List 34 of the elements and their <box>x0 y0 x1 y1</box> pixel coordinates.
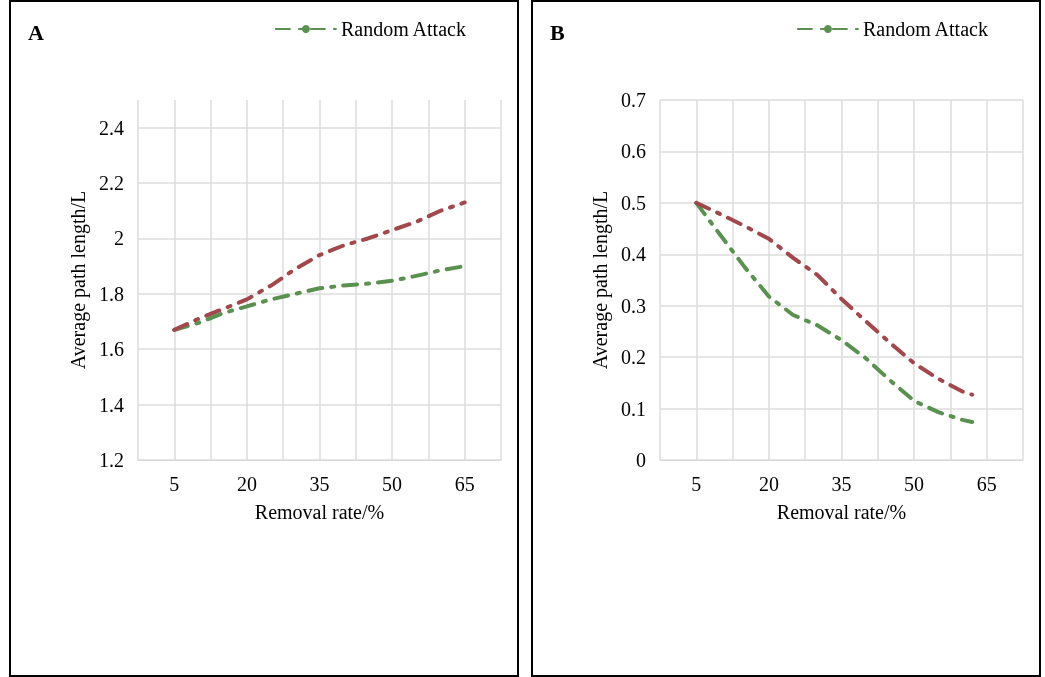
chart-title: B <box>550 19 565 45</box>
y-tick-label: 0.1 <box>621 397 646 420</box>
y-axis-title: Average path length/L <box>67 190 91 370</box>
y-tick-label: 2 <box>114 227 124 250</box>
y-tick-label: 0.6 <box>621 140 646 163</box>
chart-title: A <box>28 19 44 45</box>
x-tick-label: 35 <box>831 473 852 495</box>
x-tick-label: 5 <box>691 473 702 495</box>
y-tick-label: 0.4 <box>621 243 646 266</box>
y-tick-label: 0 <box>636 449 646 471</box>
y-tick-label: 1.4 <box>99 393 124 416</box>
x-tick-label: 35 <box>309 473 330 495</box>
y-tick-label: 0.7 <box>621 89 646 111</box>
y-tick-label: 1.2 <box>99 449 124 471</box>
y-tick-label: 0.3 <box>621 294 646 317</box>
y-tick-label: 1.6 <box>99 338 124 361</box>
x-tick-label: 50 <box>382 473 403 495</box>
x-axis-title: Removal rate/% <box>254 501 385 523</box>
y-tick-label: 0.2 <box>621 346 646 369</box>
x-axis-title: Removal rate/% <box>776 501 907 523</box>
line-series <box>172 200 467 332</box>
x-tick-label: 65 <box>454 473 475 495</box>
y-tick-label: 0.5 <box>621 191 646 214</box>
y-tick-label: 2.2 <box>99 172 124 195</box>
x-tick-label: 20 <box>236 473 257 495</box>
legend-label: Random Attack <box>340 18 466 40</box>
x-tick-label: 5 <box>169 473 180 495</box>
y-tick-label: 2.4 <box>99 116 124 139</box>
y-tick-label: 1.8 <box>99 282 124 305</box>
x-tick-label: 20 <box>758 473 779 495</box>
x-tick-label: 50 <box>904 473 925 495</box>
x-tick-label: 65 <box>976 473 997 495</box>
y-axis-title: Average path length/L <box>589 190 613 370</box>
legend-label: Random Attack <box>862 18 988 40</box>
